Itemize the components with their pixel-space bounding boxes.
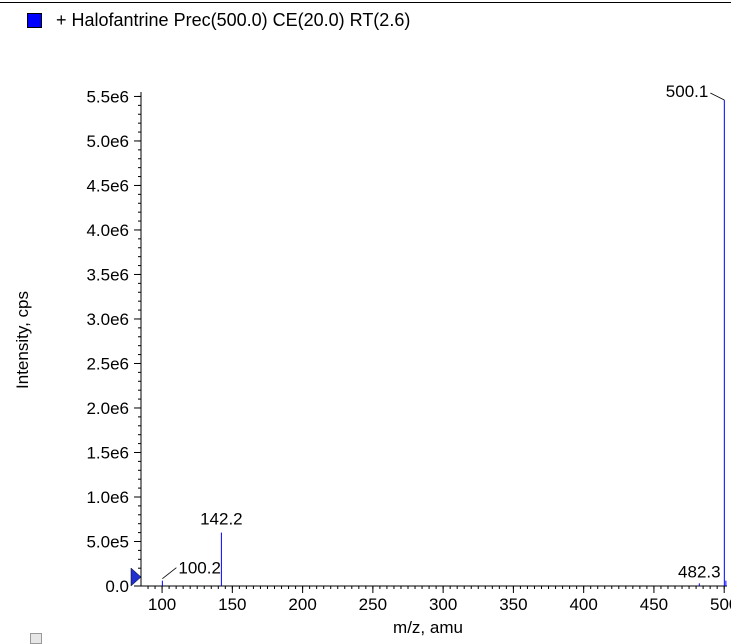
y-tick-label: 1.5e6 [86, 443, 129, 462]
legend: + Halofantrine Prec(500.0) CE(20.0) RT(2… [27, 10, 410, 30]
legend-swatch-secondary [30, 633, 42, 644]
x-tick-label: 350 [499, 595, 527, 614]
x-axis: 100 150 200 250 300 350 400 450 500 [141, 585, 731, 614]
x-tick-label: 400 [569, 595, 597, 614]
x-tick-label: 150 [218, 595, 246, 614]
y-tick-label: 5.0e5 [86, 532, 129, 551]
y-tick-label: 5.5e6 [86, 87, 129, 106]
peak-label: 142.2 [200, 510, 243, 529]
peak-labels: 100.2 142.2 482.3 500.1 [162, 82, 725, 581]
peak-label: 100.2 [178, 559, 221, 578]
y-tick-label: 2.5e6 [86, 354, 129, 373]
peak-label: 482.3 [678, 562, 721, 581]
top-border [0, 2, 731, 3]
peaks [161, 100, 727, 586]
x-tick-label: 300 [429, 595, 457, 614]
legend-label: + Halofantrine Prec(500.0) CE(20.0) RT(2… [56, 9, 411, 30]
legend-swatch [27, 12, 42, 28]
y-axis: 0.0 5.0e5 1.0e6 1.5e6 2.0e6 2.5e6 3.0e6 3.5e6 4.… [86, 87, 142, 596]
x-tick-label: 500 [710, 595, 731, 614]
y-tick-label: 3.5e6 [86, 265, 129, 284]
x-tick-label: 450 [640, 595, 668, 614]
peak-leader-line [710, 92, 725, 101]
y-axis-label: Intensity, cps [13, 291, 32, 389]
y-tick-label: 4.5e6 [86, 176, 129, 195]
y-tick-label: 4.0e6 [86, 221, 129, 240]
x-axis-label: m/z, amu [393, 618, 463, 637]
x-tick-label: 250 [359, 595, 387, 614]
y-tick-label: 0.0 [105, 577, 129, 596]
y-tick-label: 2.0e6 [86, 399, 129, 418]
y-tick-label: 1.0e6 [86, 488, 129, 507]
axis-origin-marker [130, 567, 142, 587]
peak-leader-line [162, 567, 177, 579]
y-tick-label: 3.0e6 [86, 310, 129, 329]
x-tick-label: 100 [148, 595, 176, 614]
peak-label: 500.1 [666, 82, 709, 101]
y-tick-label: 5.0e6 [86, 132, 129, 151]
x-tick-label: 200 [288, 595, 316, 614]
